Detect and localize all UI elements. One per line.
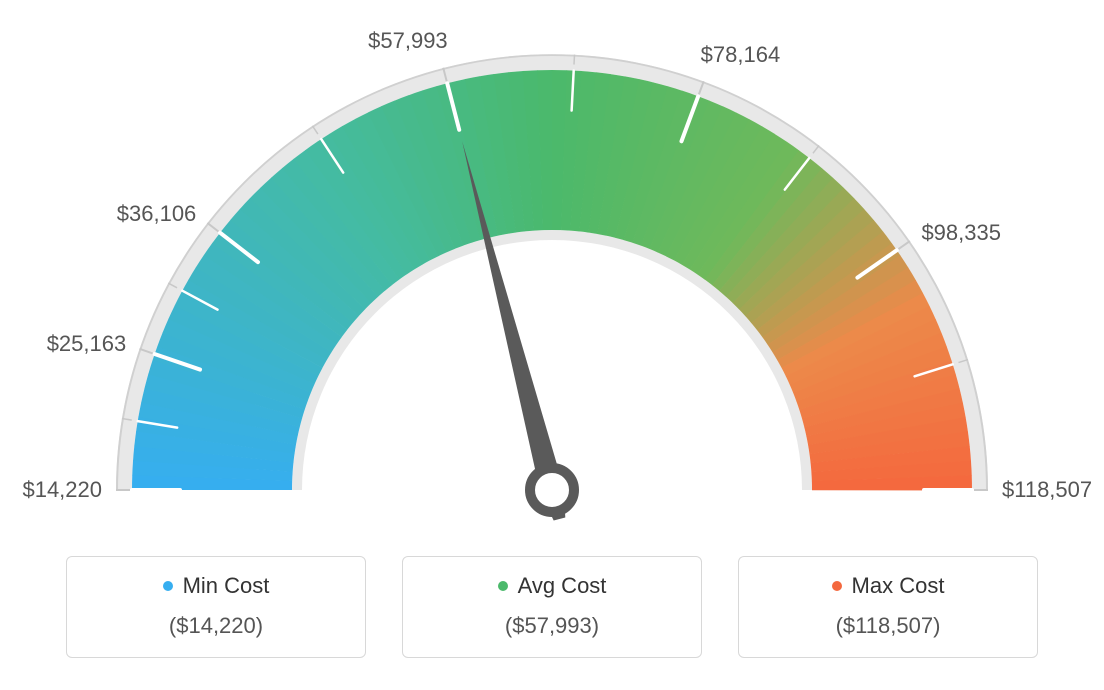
cost-gauge-container: $14,220 $25,163 $36,106 $57,993 $78,164 $98,3… — [0, 0, 1104, 690]
gauge-tick-label: $98,335 — [921, 220, 1001, 246]
dot-icon — [498, 581, 508, 591]
gauge-area: $14,220 $25,163 $36,106 $57,993 $78,164 $98,3… — [0, 0, 1104, 550]
legend-avg-label: Avg Cost — [518, 573, 607, 599]
legend-title-max: Max Cost — [832, 573, 945, 599]
gauge-tick-label: $78,164 — [701, 42, 781, 68]
dot-icon — [163, 581, 173, 591]
legend-card-min: Min Cost ($14,220) — [66, 556, 366, 658]
legend-title-min: Min Cost — [163, 573, 270, 599]
legend-min-value: ($14,220) — [67, 613, 365, 639]
legend-max-value: ($118,507) — [739, 613, 1037, 639]
dot-icon — [832, 581, 842, 591]
legend-min-label: Min Cost — [183, 573, 270, 599]
legend-title-avg: Avg Cost — [498, 573, 607, 599]
gauge-tick-label: $57,993 — [368, 28, 448, 54]
gauge-tick-label: $14,220 — [22, 477, 102, 503]
gauge-tick-label: $118,507 — [1002, 477, 1092, 503]
legend-max-label: Max Cost — [852, 573, 945, 599]
gauge-tick-label: $25,163 — [47, 331, 127, 357]
legend-avg-value: ($57,993) — [403, 613, 701, 639]
gauge-tick-label: $36,106 — [117, 201, 197, 227]
legend-row: Min Cost ($14,220) Avg Cost ($57,993) Ma… — [66, 556, 1038, 658]
legend-card-avg: Avg Cost ($57,993) — [402, 556, 702, 658]
gauge-chart — [0, 0, 1104, 550]
legend-card-max: Max Cost ($118,507) — [738, 556, 1038, 658]
